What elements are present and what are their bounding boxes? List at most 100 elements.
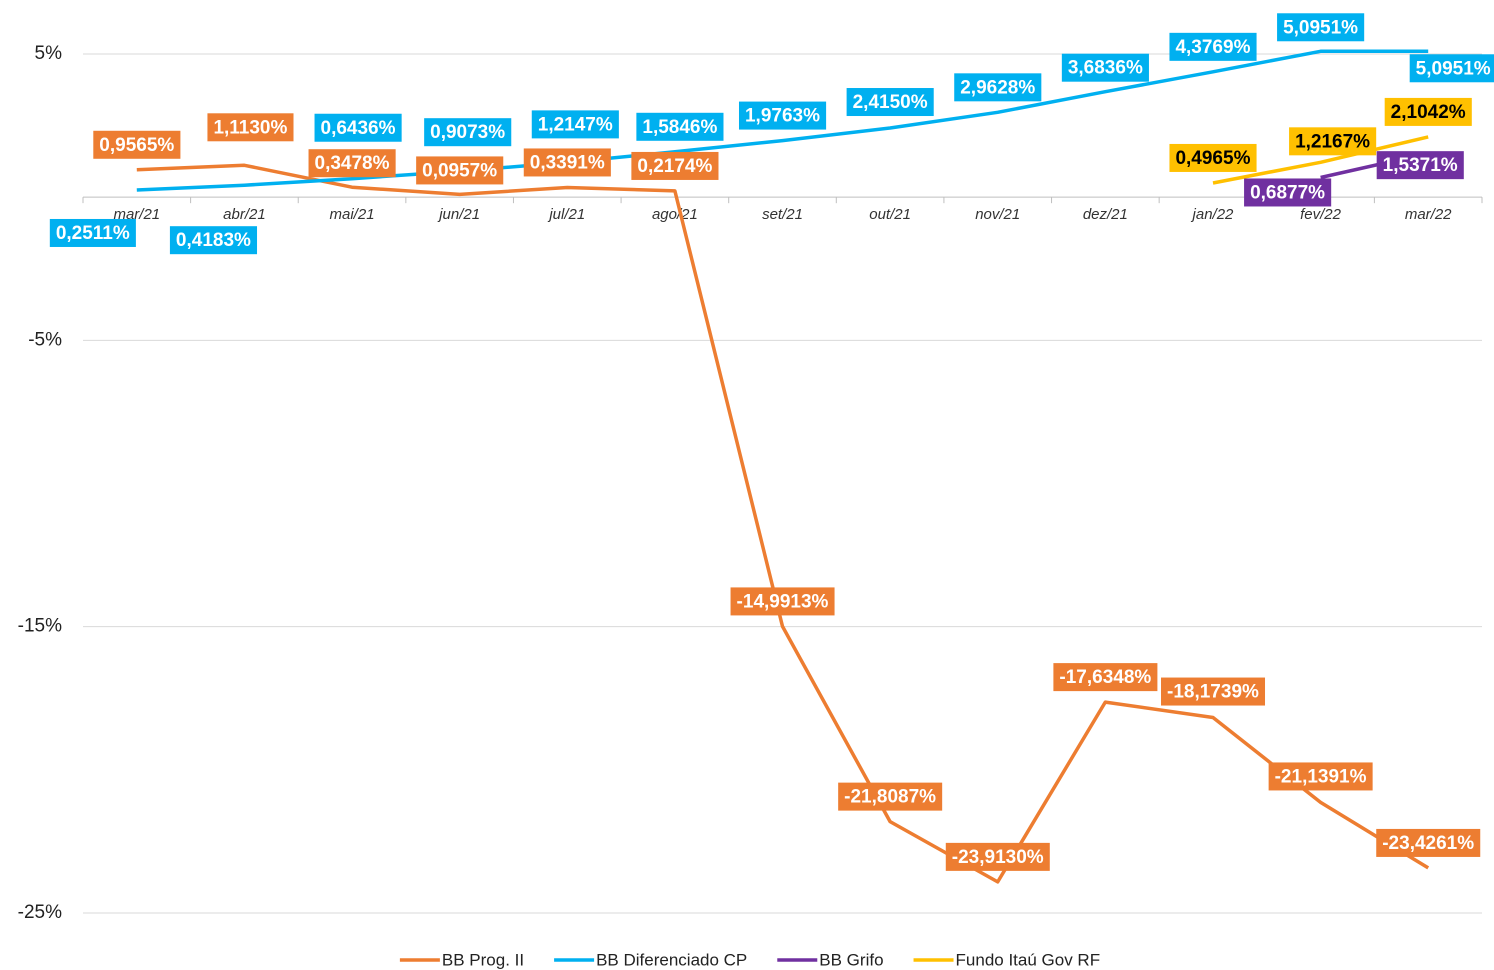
data-label: 1,5371% [1376,151,1464,180]
data-label-box [1169,143,1257,172]
data-label-text: 3,6836% [1068,58,1143,79]
data-label-text: 2,9628% [960,77,1035,98]
data-label-box [838,782,943,811]
data-label-box [169,226,258,255]
data-label: 0,9073% [424,118,512,147]
x-tick-label: mar/22 [1405,206,1452,223]
data-label: -21,8087% [838,782,943,811]
data-label-text: -21,8087% [844,787,936,808]
data-label: 0,4183% [169,226,258,255]
legend-label: Fundo Itaú Gov RF [956,950,1101,969]
data-label: 1,5846% [636,112,724,141]
data-label-box [416,156,504,185]
data-label-box [631,151,719,180]
data-label-box [1376,151,1464,180]
x-tick-label: jun/21 [437,206,480,223]
data-label-box [954,73,1042,102]
data-label-box [1061,53,1149,82]
data-label: -23,9130% [945,842,1050,871]
data-label: -14,9913% [730,587,835,616]
data-label: 5,0951% [1277,13,1365,42]
x-tick-label: set/21 [762,206,803,223]
data-label-text: -17,6348% [1059,667,1151,688]
y-tick-label: 5% [35,43,63,64]
data-label: 0,0957% [416,156,504,185]
data-label-box [636,112,724,141]
data-label-text: 0,4183% [176,230,251,251]
data-label: 1,9763% [738,101,827,130]
series-line [136,163,1430,884]
data-label-box [1384,97,1472,126]
data-label-box [424,118,512,147]
x-tick-label: dez/21 [1083,206,1128,223]
data-label-box [1376,828,1481,857]
data-label: 3,6836% [1061,53,1149,82]
data-label: 0,2511% [49,218,136,247]
data-label-text: 0,6877% [1250,182,1325,203]
legend-item: Fundo Itaú Gov RF [913,950,1101,969]
data-label-text: 5,0951% [1283,17,1358,38]
x-tick-label: mar/21 [113,206,160,223]
data-label-text: 0,6436% [321,118,396,139]
data-label-text: 0,3391% [530,152,605,173]
data-label-box [730,587,835,616]
data-label: 0,3391% [523,148,611,177]
data-label: 0,6877% [1244,178,1332,207]
legend-item: BB Diferenciado CP [554,950,747,969]
data-label: 1,2167% [1289,127,1377,156]
data-label-box [523,148,611,177]
data-label: 0,4965% [1169,143,1257,172]
data-label-text: 0,9565% [99,135,174,156]
data-label-box [49,218,136,247]
data-label: 0,9565% [93,130,181,159]
data-label-text: 0,9073% [430,122,505,143]
x-tick-label: nov/21 [975,206,1020,223]
data-label-box [93,130,181,159]
data-label-box [738,101,827,130]
data-label: -21,1391% [1268,762,1373,791]
data-label-box [1169,32,1257,61]
data-label-text: 0,2511% [56,223,130,244]
data-label-box [314,113,402,142]
data-label-box [308,149,396,178]
y-tick-label: -15% [18,616,62,637]
data-label-text: 0,3478% [315,153,390,174]
data-label-box [1268,762,1373,791]
x-tick-label: jul/21 [547,206,585,223]
data-label-text: -23,4261% [1382,833,1474,854]
data-label: 0,2174% [631,151,719,180]
data-label: 4,3769% [1169,32,1257,61]
series-line [136,49,1429,192]
legend-item: BB Grifo [777,950,884,969]
data-label: 0,6436% [314,113,402,142]
legend-item: BB Prog. II [399,950,524,969]
y-tick-label: -25% [18,902,62,923]
legend-label: BB Diferenciado CP [596,950,747,969]
legend-label: BB Prog. II [442,950,524,969]
data-label-text: 2,4150% [853,92,928,113]
data-label: 1,2147% [531,110,619,139]
data-label-text: 4,3769% [1175,37,1250,58]
data-label: 2,1042% [1384,97,1472,126]
data-label-text: 0,2174% [637,156,712,177]
data-label-box [1289,127,1377,156]
x-tick-label: out/21 [869,206,911,223]
x-tick-label: mai/21 [330,206,375,223]
x-tick-label: fev/22 [1300,206,1342,223]
data-label-box [1053,663,1158,692]
data-label-box [1277,13,1365,42]
legend-label: BB Grifo [819,950,883,969]
data-label-box [1244,178,1332,207]
y-tick-label: -5% [28,329,62,350]
x-tick-label: abr/21 [223,206,266,223]
data-label-box [1161,677,1266,706]
data-label: -23,4261% [1376,828,1481,857]
data-label-box [207,113,294,142]
x-tick-label: ago/21 [652,206,698,223]
data-label-text: 1,5846% [642,117,717,138]
data-label: 1,1130% [207,113,294,142]
series-line [1212,135,1429,185]
data-label: 0,3478% [308,149,396,178]
data-label-text: 1,5371% [1383,155,1458,176]
